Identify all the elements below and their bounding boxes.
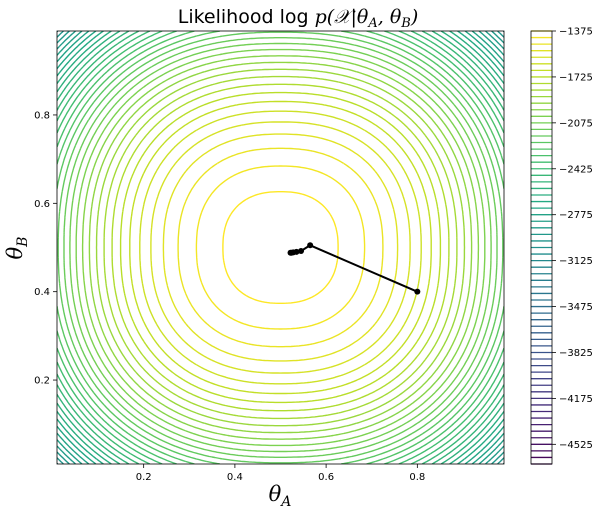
y-tick-label: 0.4 bbox=[34, 287, 50, 298]
colorbar: −1375 −1725 −2075 −2425 −2775 −3125 −3475 −3825… bbox=[530, 27, 593, 465]
contour-level bbox=[57, 31, 504, 464]
colorbar-tick-label: −4525 bbox=[559, 440, 593, 451]
contour-level bbox=[57, 31, 504, 464]
em-path-point bbox=[414, 288, 421, 295]
x-tick-label: 0.8 bbox=[409, 472, 425, 483]
y-axis-label: θB bbox=[3, 237, 31, 260]
x-tick-label: 0.6 bbox=[318, 472, 334, 483]
contour-level bbox=[57, 31, 504, 464]
em-path-point bbox=[287, 249, 294, 256]
contour-level bbox=[57, 31, 504, 464]
contour-level bbox=[119, 91, 442, 404]
contour-level bbox=[111, 83, 450, 412]
y-tick-label: 0.8 bbox=[34, 110, 50, 121]
contour-level bbox=[57, 31, 504, 464]
em-path-point bbox=[307, 242, 314, 249]
plot-background bbox=[57, 31, 504, 464]
colorbar-tick-label: −2075 bbox=[559, 118, 593, 129]
contour-level bbox=[57, 31, 504, 464]
em-path bbox=[287, 242, 421, 295]
contour-lines bbox=[57, 31, 504, 464]
colorbar-tick-label: −1725 bbox=[559, 72, 593, 83]
contour-level bbox=[63, 37, 498, 458]
contour-level bbox=[57, 31, 504, 464]
colorbar-level-lines bbox=[531, 30, 552, 465]
contour-level bbox=[57, 31, 504, 464]
colorbar-frame bbox=[530, 30, 553, 465]
contour-level bbox=[57, 31, 504, 464]
contour-level bbox=[139, 110, 422, 385]
contour-level bbox=[57, 31, 504, 464]
contour-level bbox=[162, 133, 399, 362]
colorbar-tick-label: −1375 bbox=[559, 27, 593, 38]
contour-level bbox=[195, 165, 366, 330]
colorbar-tick-label: −2775 bbox=[559, 210, 593, 221]
contour-level bbox=[75, 48, 486, 447]
chart-title: Likelihood log p(𝒳|θA, θB) bbox=[178, 6, 419, 31]
contour-level bbox=[57, 31, 504, 464]
contour-level bbox=[129, 100, 432, 395]
contour-level bbox=[57, 31, 504, 464]
contour-level bbox=[88, 61, 473, 434]
contour-level bbox=[150, 121, 411, 374]
y-axis-ticks: 0.2 0.4 0.6 0.8 bbox=[34, 110, 57, 387]
x-tick-label: 0.4 bbox=[227, 472, 243, 483]
contour-level bbox=[222, 191, 339, 304]
plot-frame bbox=[56, 30, 505, 465]
y-tick-label: 0.2 bbox=[34, 376, 50, 387]
colorbar-tick-label: −2425 bbox=[559, 164, 593, 175]
contour-level bbox=[57, 31, 504, 464]
contour-level bbox=[57, 31, 504, 464]
colorbar-tick-label: −3475 bbox=[559, 302, 593, 313]
contour-level bbox=[103, 75, 458, 420]
contour-level bbox=[95, 68, 466, 427]
colorbar-ticks: −1375 −1725 −2075 −2425 −2775 −3125 −3475 −3825… bbox=[552, 27, 593, 451]
contour-level bbox=[57, 31, 504, 464]
x-axis-ticks: 0.2 0.4 0.6 0.8 bbox=[136, 464, 425, 483]
contour-level bbox=[57, 31, 504, 464]
y-tick-label: 0.6 bbox=[34, 199, 50, 210]
x-axis-label: θA bbox=[269, 482, 292, 510]
contour-level bbox=[57, 31, 504, 464]
em-path-point bbox=[298, 248, 305, 255]
colorbar-tick-label: −3125 bbox=[559, 256, 593, 267]
colorbar-tick-label: −3825 bbox=[559, 348, 593, 359]
contour-level bbox=[177, 147, 384, 348]
colorbar-tick-label: −4175 bbox=[559, 394, 593, 405]
contour-level bbox=[81, 55, 480, 440]
contour-level bbox=[69, 42, 492, 453]
plot-area bbox=[56, 30, 505, 465]
x-tick-label: 0.2 bbox=[136, 472, 152, 483]
